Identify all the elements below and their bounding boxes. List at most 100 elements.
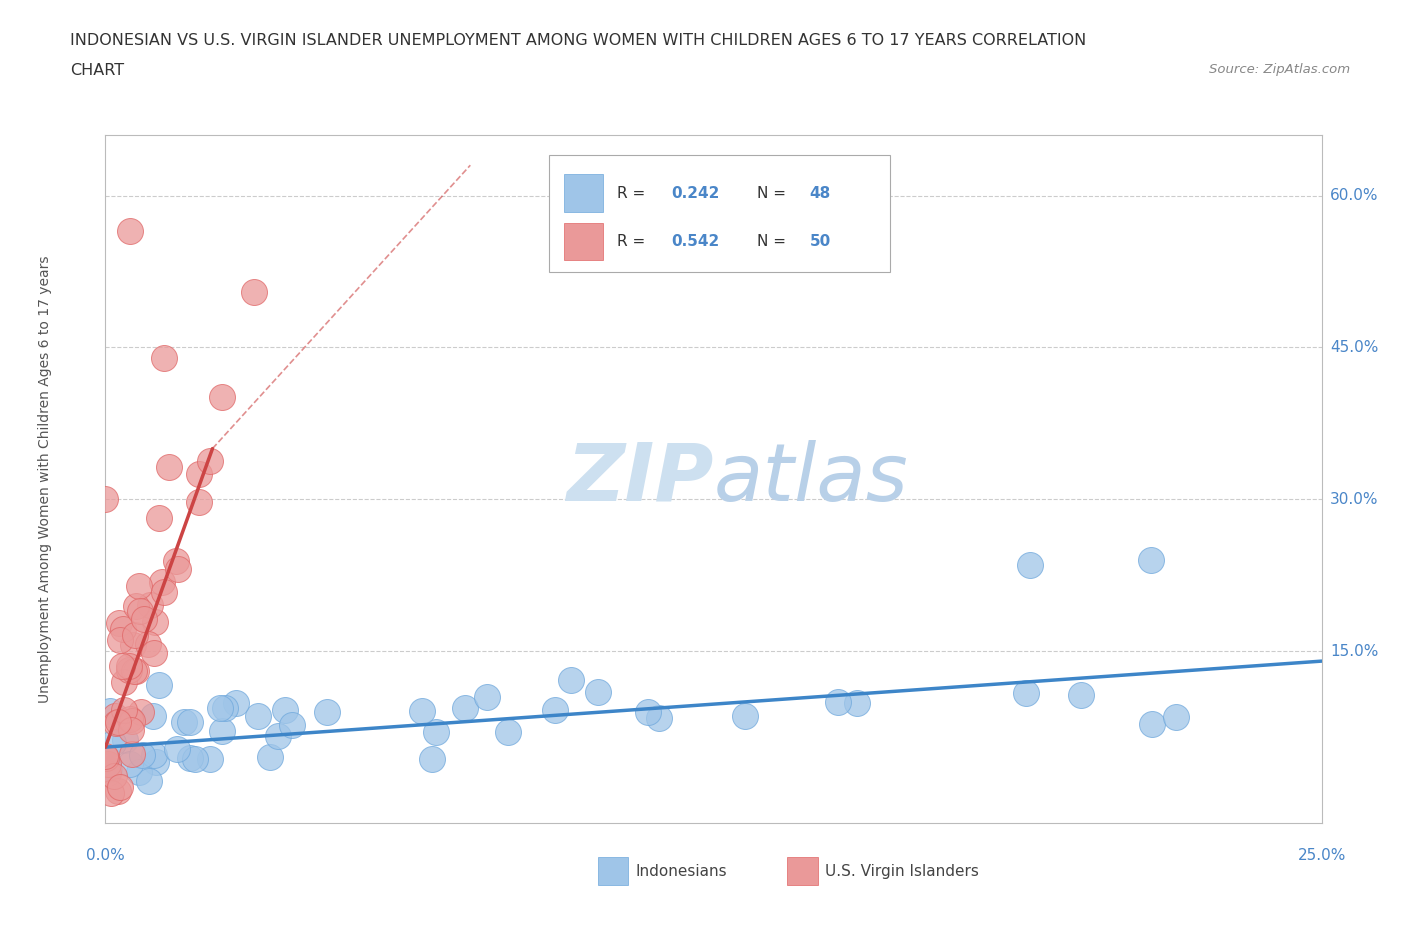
- Point: [104, 709, 127, 724]
- Text: 30.0%: 30.0%: [1330, 492, 1378, 507]
- Text: Unemployment Among Women with Children Ages 6 to 17 years: Unemployment Among Women with Children A…: [38, 255, 52, 703]
- Text: 60.0%: 60.0%: [1330, 188, 1378, 203]
- Point: [120, 723, 142, 737]
- Point: [243, 285, 266, 299]
- Point: [124, 663, 146, 678]
- Point: [152, 575, 174, 590]
- Point: [107, 616, 129, 631]
- Point: [143, 645, 166, 660]
- Text: 0.542: 0.542: [671, 234, 720, 249]
- Point: [166, 741, 188, 756]
- Point: [96, 751, 118, 766]
- Point: [131, 747, 153, 762]
- Point: [211, 724, 233, 738]
- Point: [100, 785, 122, 800]
- Text: N =: N =: [758, 234, 792, 249]
- Point: [1142, 716, 1164, 731]
- FancyBboxPatch shape: [564, 222, 603, 260]
- Point: [211, 389, 233, 404]
- Text: 48: 48: [810, 186, 831, 201]
- Point: [454, 700, 477, 715]
- Text: CHART: CHART: [70, 63, 124, 78]
- Point: [637, 705, 659, 720]
- Point: [827, 695, 849, 710]
- Point: [588, 684, 610, 699]
- Point: [97, 765, 120, 780]
- Point: [107, 783, 129, 798]
- Text: ZIP: ZIP: [567, 440, 713, 518]
- Point: [128, 765, 150, 780]
- Point: [128, 604, 150, 618]
- Text: 45.0%: 45.0%: [1330, 339, 1378, 355]
- Point: [129, 705, 152, 720]
- Point: [187, 495, 209, 510]
- Point: [121, 713, 143, 728]
- Point: [274, 703, 297, 718]
- Point: [157, 459, 180, 474]
- Point: [108, 633, 131, 648]
- Point: [112, 675, 135, 690]
- Point: [138, 636, 160, 651]
- Point: [209, 700, 232, 715]
- Point: [118, 223, 141, 238]
- Point: [120, 757, 142, 772]
- Point: [128, 578, 150, 593]
- Point: [104, 715, 127, 730]
- Point: [167, 562, 190, 577]
- Point: [198, 751, 221, 766]
- Point: [143, 748, 166, 763]
- Point: [98, 703, 121, 718]
- Point: [281, 718, 304, 733]
- Point: [138, 598, 160, 613]
- Point: [118, 711, 141, 726]
- FancyBboxPatch shape: [564, 175, 603, 212]
- Point: [425, 724, 447, 739]
- FancyBboxPatch shape: [550, 155, 890, 272]
- Point: [179, 714, 201, 729]
- Point: [1018, 558, 1040, 573]
- Point: [153, 585, 176, 600]
- Point: [145, 614, 167, 629]
- Text: N =: N =: [758, 186, 792, 201]
- Text: Indonesians: Indonesians: [636, 864, 727, 879]
- Point: [173, 714, 195, 729]
- Point: [98, 762, 121, 777]
- Point: [107, 714, 129, 729]
- Point: [94, 492, 117, 507]
- Point: [118, 662, 141, 677]
- Point: [124, 663, 146, 678]
- Point: [475, 690, 498, 705]
- Text: INDONESIAN VS U.S. VIRGIN ISLANDER UNEMPLOYMENT AMONG WOMEN WITH CHILDREN AGES 6: INDONESIAN VS U.S. VIRGIN ISLANDER UNEMP…: [70, 33, 1087, 47]
- Text: 25.0%: 25.0%: [1298, 848, 1346, 863]
- Point: [315, 705, 337, 720]
- Point: [179, 751, 201, 765]
- Point: [108, 779, 131, 794]
- Point: [97, 756, 120, 771]
- Point: [101, 735, 124, 750]
- Point: [648, 711, 671, 725]
- Point: [411, 703, 433, 718]
- Point: [94, 749, 117, 764]
- Point: [198, 453, 221, 468]
- Point: [112, 702, 135, 717]
- Point: [112, 622, 135, 637]
- Text: 15.0%: 15.0%: [1330, 644, 1378, 658]
- Point: [121, 746, 143, 761]
- Point: [1070, 687, 1092, 702]
- Text: U.S. Virgin Islanders: U.S. Virgin Islanders: [825, 864, 979, 879]
- Point: [267, 729, 290, 744]
- Point: [214, 701, 236, 716]
- Text: 50: 50: [810, 234, 831, 249]
- Point: [125, 599, 148, 614]
- Point: [188, 466, 211, 481]
- Text: R =: R =: [617, 186, 651, 201]
- Point: [118, 658, 141, 673]
- Point: [225, 696, 247, 711]
- Point: [142, 709, 165, 724]
- Text: Source: ZipAtlas.com: Source: ZipAtlas.com: [1209, 63, 1350, 76]
- Point: [734, 709, 756, 724]
- Point: [259, 749, 281, 764]
- Point: [183, 751, 205, 766]
- Point: [496, 724, 519, 739]
- Point: [165, 553, 187, 568]
